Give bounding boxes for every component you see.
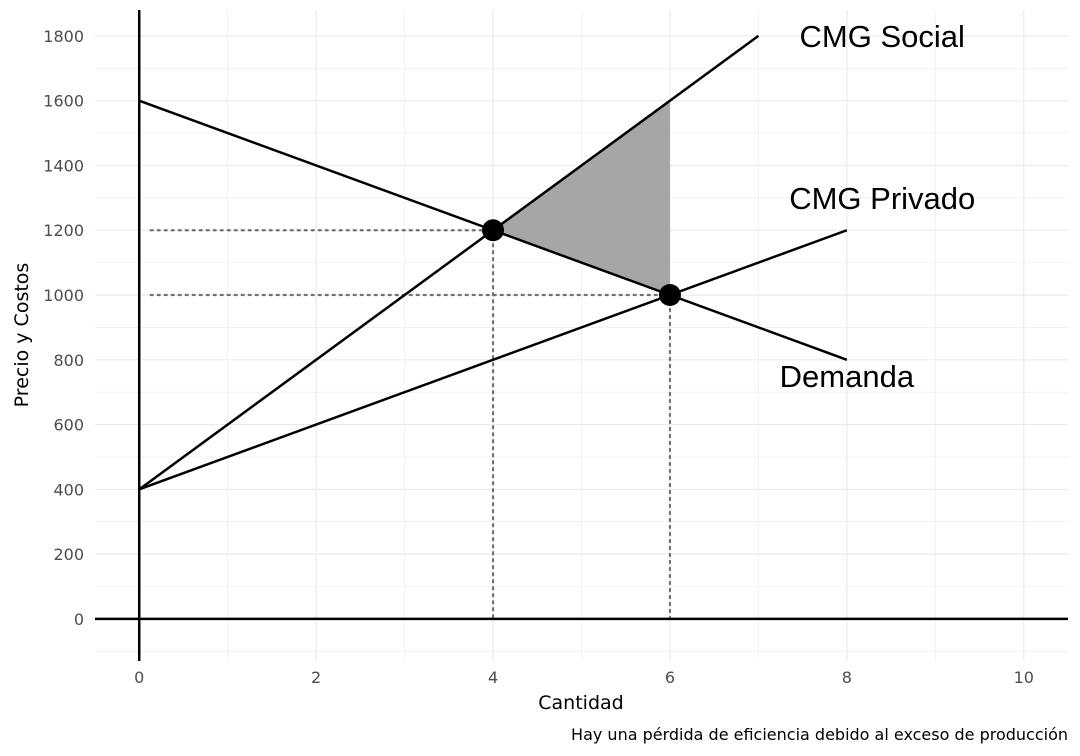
y-tick-label: 200 [53,545,84,564]
equilibrium-point [482,219,505,242]
y-tick-label: 1000 [43,286,84,305]
y-tick-label: 400 [53,480,84,499]
x-tick-label: 10 [1014,668,1034,687]
curve-labels: CMG Social CMG Privado Demanda [780,19,976,394]
x-tick-label: 6 [665,668,675,687]
curve-cmg-privado [138,229,848,491]
guide-lines [149,229,672,620]
y-tick-label: 1400 [43,156,84,175]
y-tick-label: 1800 [43,27,84,46]
x-tick-label: 2 [311,668,321,687]
x-tick-label: 4 [488,668,498,687]
y-tick-labels: 0 200 400 600 800 1000 1200 1400 1600 1800 [43,27,84,629]
y-tick-label: 600 [53,416,84,435]
deadweight-loss-area [493,100,670,296]
y-tick-label: 800 [53,351,84,370]
x-axis-title: Cantidad [538,692,623,714]
y-tick-label: 1200 [43,221,84,240]
equilibrium-points [482,219,681,307]
equilibrium-point [658,284,681,307]
caption: Hay una pérdida de eficiencia debido al … [571,725,1068,744]
label-demanda: Demanda [780,359,915,394]
axes [95,10,1068,661]
grid [95,10,1068,661]
x-tick-label: 0 [134,668,144,687]
y-axis-title: Precio y Costos [11,263,33,408]
label-cmg-social: CMG Social [800,19,965,54]
curve-cmg-social [138,34,760,491]
x-tick-labels: 0 2 4 6 8 10 [134,668,1034,687]
y-tick-label: 0 [74,610,84,629]
label-cmg-privado: CMG Privado [789,181,975,216]
x-tick-label: 8 [842,668,852,687]
y-tick-label: 1600 [43,92,84,111]
